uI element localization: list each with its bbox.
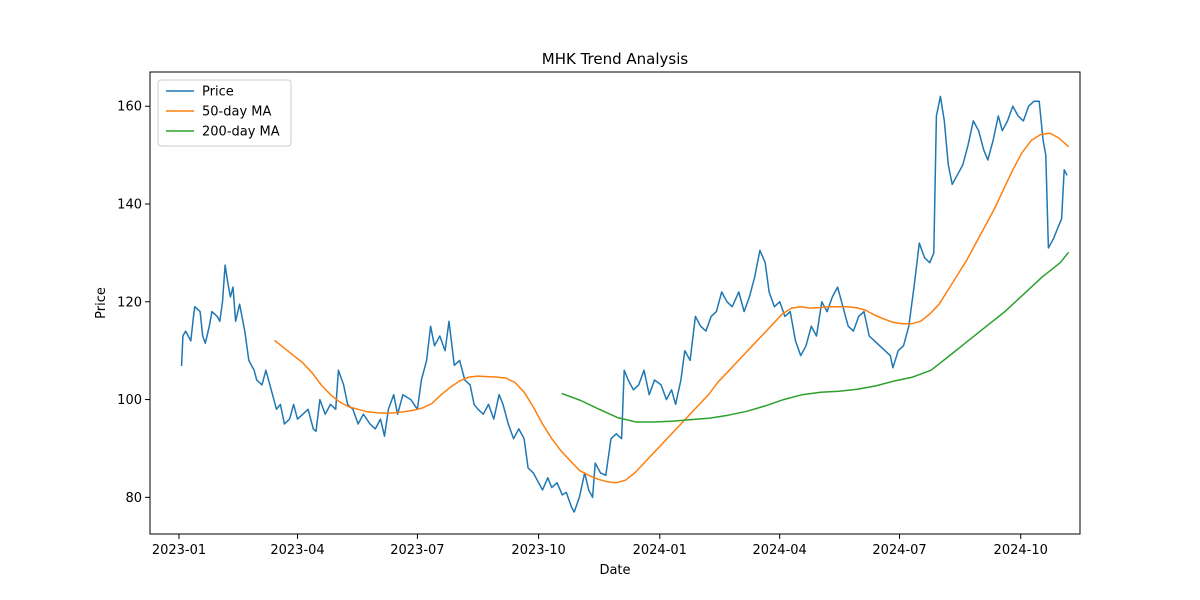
series-line-price: [180, 95, 1068, 513]
x-tick-label: 2023-10: [511, 543, 565, 558]
legend-label: 50-day MA: [202, 105, 271, 120]
x-tick-label: 2024-10: [994, 543, 1048, 558]
x-tick-label: 2024-01: [633, 543, 687, 558]
legend-label: 200-day MA: [202, 125, 280, 140]
legend: Price 50-day MA 200-day MA: [157, 79, 292, 147]
y-tick-label: 80: [125, 491, 142, 506]
x-axis: 2023-01 2023-04 2023-07 2023-10 2024-01 2024-…: [152, 534, 1048, 558]
plot-area: [149, 71, 1081, 535]
y-tick-label: 140: [117, 198, 142, 213]
x-tick-label: 2023-01: [152, 543, 206, 558]
y-tick-label: 160: [117, 100, 142, 115]
chart-title: MHK Trend Analysis: [542, 50, 689, 68]
y-tick-label: 100: [117, 393, 142, 408]
y-tick-label: 120: [117, 295, 142, 310]
y-axis: 80 100 120 140 160: [117, 100, 150, 506]
x-tick-label: 2023-07: [390, 543, 444, 558]
legend-box: [157, 79, 292, 147]
y-axis-label: Price: [94, 287, 109, 319]
legend-entries: Price 50-day MA 200-day MA: [166, 85, 280, 140]
series-line-200-day-ma: [561, 251, 1070, 423]
x-axis-label: Date: [599, 563, 630, 578]
x-tick-label: 2024-04: [752, 543, 806, 558]
series-line-50-day-ma: [274, 132, 1070, 484]
x-tick-label: 2023-04: [270, 543, 324, 558]
x-tick-label: 2024-07: [872, 543, 926, 558]
legend-label: Price: [202, 85, 234, 100]
series-layer: [180, 95, 1070, 513]
